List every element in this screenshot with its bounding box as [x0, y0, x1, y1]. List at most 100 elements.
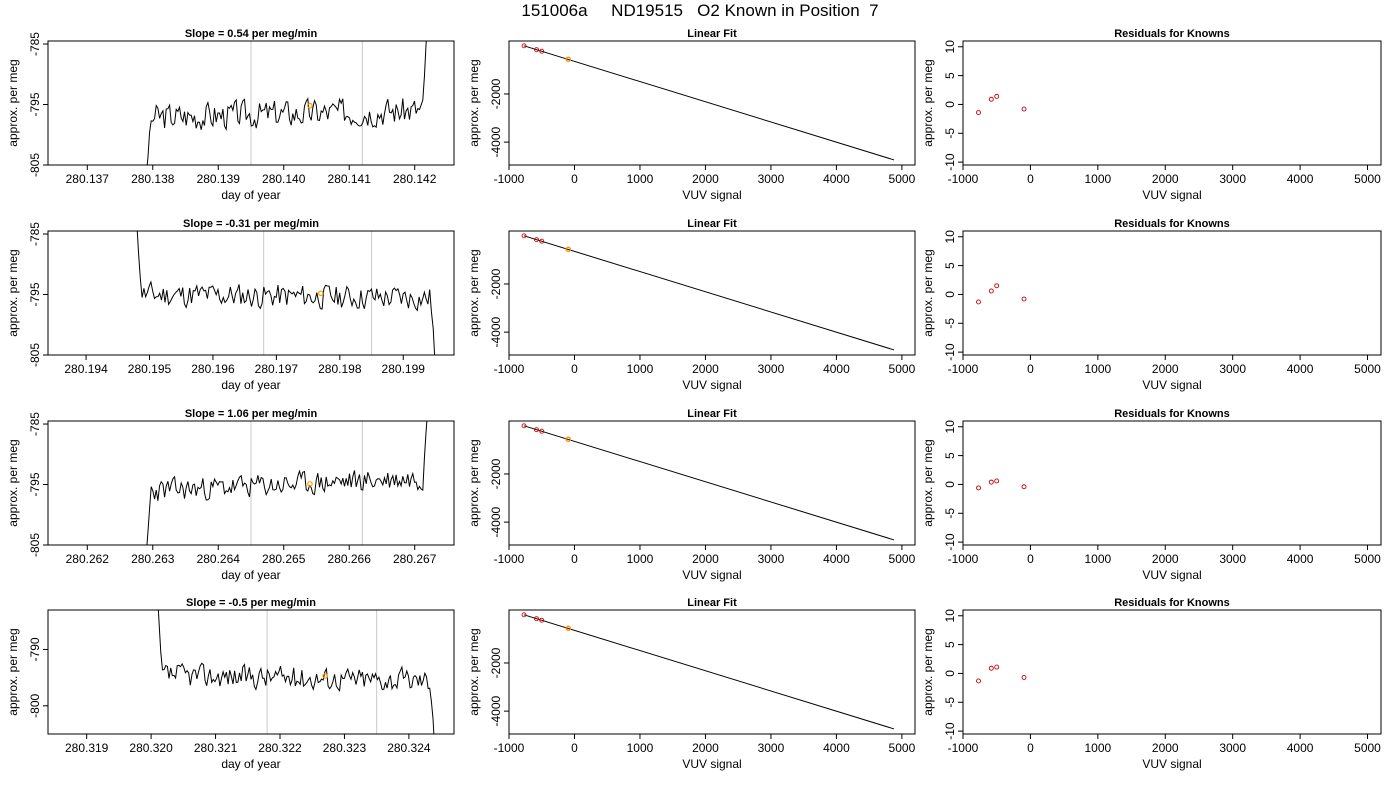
data-point — [534, 47, 539, 53]
y-tick-label: 0 — [943, 291, 957, 298]
y-tick-label: -2000 — [489, 78, 503, 109]
data-point — [988, 479, 994, 485]
fit-line — [523, 45, 895, 161]
plot-frame — [962, 40, 1382, 166]
x-tick-label: 1000 — [1084, 552, 1111, 566]
x-tick-label: 2000 — [692, 552, 719, 566]
panel-4-1: Slope = -0.5 per meg/min 280.319 280.320 28… — [6, 597, 455, 771]
plot-frame — [962, 230, 1382, 356]
x-tick-label: 4000 — [1287, 172, 1314, 186]
y-tick-label: -805 — [28, 343, 42, 367]
panel-title: Linear Fit — [687, 408, 737, 420]
x-tick-label: -1000 — [494, 172, 525, 186]
series-line-1 — [146, 41, 427, 165]
panel-2-2: Linear Fit -1000 0 1000 2000 3000 4000 5000 -200… — [467, 218, 916, 392]
x-tick-label: 2000 — [1152, 362, 1179, 376]
x-tick-label: 3000 — [758, 741, 785, 755]
data-point — [534, 237, 539, 243]
x-tick-label: 280.198 — [318, 362, 362, 376]
y-axis-label: approx. per meg — [921, 59, 935, 146]
highlight-marker — [317, 290, 324, 297]
data-point — [539, 428, 545, 434]
plot-frame — [47, 420, 455, 546]
data-point — [521, 43, 527, 49]
x-axis-label: VUV signal — [1142, 757, 1201, 771]
x-tick-label: 0 — [571, 552, 578, 566]
data-point — [1021, 106, 1027, 112]
y-axis-label: approx. per meg — [467, 628, 481, 715]
panel-title: Linear Fit — [687, 597, 737, 609]
plot-frame — [47, 609, 455, 735]
y-axis-label: approx. per meg — [467, 249, 481, 336]
panel-title: Linear Fit — [687, 28, 737, 40]
x-tick-label: 2000 — [1152, 741, 1179, 755]
x-tick-label: 4000 — [823, 362, 850, 376]
x-tick-label: 280.322 — [258, 741, 302, 755]
y-tick-label: 10 — [943, 609, 957, 623]
x-axis-label: day of year — [221, 568, 280, 582]
x-tick-label: -1000 — [494, 552, 525, 566]
x-tick-label: 280.265 — [262, 552, 306, 566]
y-tick-label: 10 — [943, 420, 957, 434]
highlight-marker — [565, 246, 572, 253]
y-tick-label: -10 — [943, 153, 957, 171]
plot-area — [521, 423, 895, 541]
x-tick-label: 3000 — [1219, 172, 1246, 186]
y-tick-label: 0 — [943, 101, 957, 108]
data-point — [976, 485, 981, 491]
plot-frame — [47, 40, 455, 166]
data-point — [521, 423, 527, 429]
x-tick-label: 5000 — [1354, 362, 1381, 376]
panel-title: Residuals for Knowns — [1114, 28, 1230, 40]
data-point — [539, 617, 545, 623]
data-point — [1021, 484, 1027, 490]
plot-area — [976, 283, 1027, 305]
panel-1-2: Linear Fit -1000 0 1000 2000 3000 4000 5000 -200… — [467, 28, 916, 202]
y-tick-label: 5 — [943, 72, 957, 79]
x-tick-label: 280.266 — [328, 552, 372, 566]
x-axis-label: day of year — [221, 378, 280, 392]
highlight-marker — [565, 56, 572, 63]
x-tick-label: 280.137 — [66, 172, 110, 186]
x-tick-label: 280.263 — [131, 552, 175, 566]
x-tick-label: 4000 — [823, 172, 850, 186]
x-tick-label: 280.141 — [328, 172, 372, 186]
x-tick-label: 5000 — [1354, 172, 1381, 186]
plot-frame — [508, 40, 916, 166]
panel-title: Slope = 0.54 per meg/min — [185, 28, 318, 40]
panel-2-3: Residuals for Knowns -1000 0 1000 2000 3000 40… — [921, 218, 1382, 392]
x-tick-label: 2000 — [692, 172, 719, 186]
x-tick-label: 5000 — [889, 552, 916, 566]
x-tick-label: 280.140 — [262, 172, 306, 186]
data-point — [976, 110, 981, 115]
x-tick-label: -1000 — [948, 172, 979, 186]
panel-title: Residuals for Knowns — [1114, 408, 1230, 420]
plot-area — [136, 231, 436, 355]
panel-1-1: Slope = 0.54 per meg/min 280.137 280.138 28… — [6, 28, 455, 202]
x-tick-label: 280.194 — [64, 362, 108, 376]
series-line-1 — [136, 231, 436, 355]
y-tick-label: -805 — [28, 153, 42, 177]
data-point — [539, 48, 545, 54]
plot-frame — [962, 420, 1382, 546]
x-tick-label: 280.139 — [197, 172, 241, 186]
x-tick-label: 280.320 — [129, 741, 173, 755]
x-tick-label: 0 — [571, 172, 578, 186]
y-axis-label: approx. per meg — [467, 439, 481, 526]
y-tick-label: -4000 — [489, 126, 503, 157]
data-point — [1021, 296, 1027, 302]
panel-1-3: Residuals for Knowns -1000 0 1000 2000 3000 40… — [921, 28, 1382, 202]
panel-4-3: Residuals for Knowns -1000 0 1000 2000 3000 40… — [921, 597, 1382, 771]
data-point — [976, 299, 981, 305]
x-tick-label: 4000 — [823, 552, 850, 566]
x-tick-label: 1000 — [627, 362, 654, 376]
y-tick-label: -795 — [28, 472, 42, 496]
x-tick-label: 280.199 — [382, 362, 426, 376]
x-tick-label: 2000 — [1152, 552, 1179, 566]
x-tick-label: 0 — [1027, 552, 1034, 566]
x-tick-label: 4000 — [1287, 741, 1314, 755]
x-tick-label: 2000 — [692, 741, 719, 755]
y-tick-label: -785 — [28, 222, 42, 246]
x-tick-label: 0 — [1027, 741, 1034, 755]
